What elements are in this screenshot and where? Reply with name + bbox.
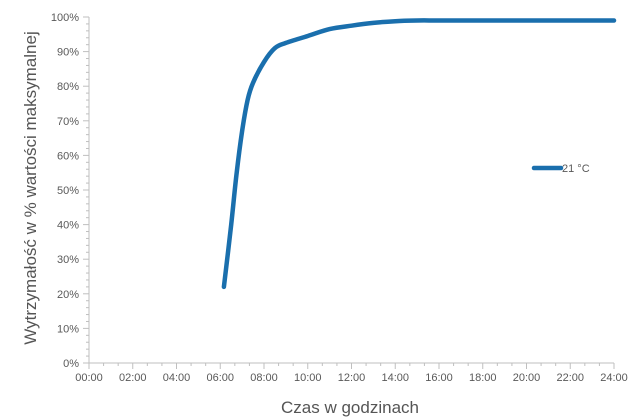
y-tick-label: 10% [57, 323, 79, 335]
y-tick-label: 70% [57, 116, 79, 128]
y-tick-label: 50% [57, 185, 79, 197]
x-tick-label: 14:00 [381, 372, 409, 384]
x-tick-label: 10:00 [294, 372, 322, 384]
series-line [221, 18, 617, 290]
x-axis-label: Czas w godzinach [281, 398, 419, 417]
y-tick-label: 30% [57, 254, 79, 266]
x-tick-label: 02:00 [119, 372, 147, 384]
x-tick-label: 08:00 [250, 372, 278, 384]
x-tick-label: 00:00 [75, 372, 103, 384]
x-tick-label: 24:00 [600, 372, 628, 384]
y-axis-label: Wytrzymałość w % wartości maksymalnej [21, 31, 40, 344]
y-tick-label: 80% [57, 81, 79, 93]
x-tick-label: 12:00 [338, 372, 366, 384]
x-tick-label: 20:00 [513, 372, 541, 384]
y-tick-label: 60% [57, 150, 79, 162]
legend: 21 °C [531, 163, 590, 175]
x-tick-label: 18:00 [469, 372, 497, 384]
y-tick-label: 0% [63, 358, 79, 370]
y-tick-label: 100% [51, 12, 79, 24]
y-tick-label: 20% [57, 289, 79, 301]
legend-label: 21 °C [562, 163, 590, 175]
x-tick-label: 22:00 [556, 372, 584, 384]
y-tick-label: 90% [57, 47, 79, 59]
x-axis-ticks: 00:00 02:00 04:00 06:00 08:00 10:00 12:00 14:00… [75, 363, 628, 384]
x-tick-label: 04:00 [163, 372, 191, 384]
y-tick-label: 40% [57, 220, 79, 232]
y-axis-ticks: 0% 10% 20% 30% 40% 50% 60% 70% 80% 90% 100% [51, 12, 89, 370]
series-group [221, 18, 617, 290]
x-tick-label: 16:00 [425, 372, 453, 384]
x-tick-label: 06:00 [206, 372, 234, 384]
